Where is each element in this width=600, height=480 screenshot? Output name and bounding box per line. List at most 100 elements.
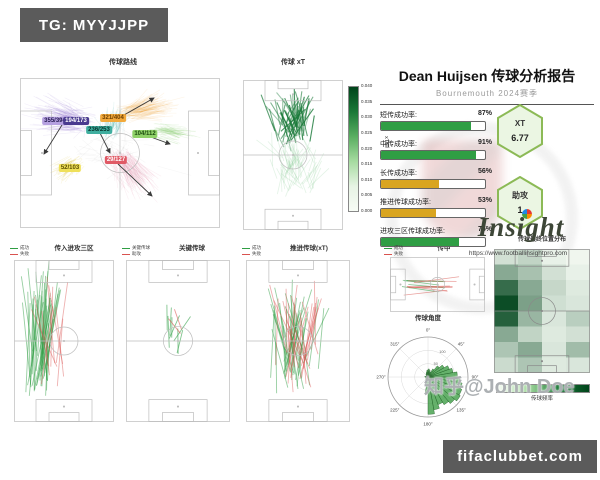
legend-item: 失败 <box>10 251 29 257</box>
legend-line-icon <box>242 247 250 249</box>
svg-text:6.77: 6.77 <box>511 133 529 143</box>
pass-angle-title: 传球角度 <box>415 315 441 322</box>
legend-line-icon <box>384 253 392 255</box>
stat-row: 中传成功率: 91% <box>380 139 492 160</box>
final-third-legend: 成功 失败 <box>10 245 29 257</box>
legend-item: 成功 <box>10 245 29 251</box>
svg-text:1: 1 <box>517 205 522 215</box>
heatmap-cell <box>566 326 590 342</box>
final-third-svg <box>14 260 114 422</box>
rose-wedge <box>426 370 429 378</box>
football-icon <box>522 209 532 219</box>
key-passes-title: 关键传球 <box>179 245 205 252</box>
pass-lines-layer <box>149 123 201 145</box>
stat-label: 进攻三区传球成功率: <box>380 228 445 235</box>
panel-pass-routes: 传球路线 355/394 194/173 321/404 236/253 104/112… <box>12 58 234 238</box>
colorbar-tick: 0.020 <box>361 145 373 151</box>
heatmap-cell <box>542 357 566 373</box>
colorbar-tick: 0.015 <box>361 161 373 167</box>
report-divider <box>380 104 594 105</box>
pitch-lines <box>390 257 485 312</box>
pitch-lines <box>126 260 230 422</box>
heatmap-cell <box>518 295 542 311</box>
stat-row: 推进传球成功率: 53% <box>380 197 492 218</box>
heatmap-cell <box>518 357 542 373</box>
angle-label: 135° <box>457 408 467 413</box>
colorbar-tick: 0.000 <box>361 208 373 213</box>
stat-bar-track <box>380 237 486 247</box>
report-hexagons: XT 6.77 助攻 1 <box>496 104 544 230</box>
heatmap-cell <box>494 295 518 311</box>
stat-label: 长传成功率: <box>380 170 417 177</box>
legend-line-icon <box>122 253 130 255</box>
cluster-label: 194/173 <box>63 117 89 125</box>
angle-label: 270° <box>376 375 386 380</box>
stat-value: 87% <box>477 110 492 117</box>
cluster-label: 321/404 <box>100 114 126 122</box>
heatmap-cell <box>494 342 518 358</box>
panel-crosses: 成功 失败 传中 <box>382 244 490 316</box>
stat-value: 56% <box>477 168 492 175</box>
heatmap-cell <box>542 326 566 342</box>
final-third-title: 传入进攻三区 <box>54 245 94 252</box>
pass-lines-layer <box>269 280 322 393</box>
legend-item: 成功 <box>242 245 261 251</box>
report-stats: 短传成功率: 87% 中传成功率: 91% 长传成功率: 56% 推进传球成功率: 53% 进攻… <box>380 110 492 255</box>
panel-pass-angle: 传球角度 0° 45° 90° 135° 180° 225° 270° 315° 50 100 <box>366 314 490 432</box>
legend-item: 关键传球 <box>122 245 150 251</box>
legend-line-icon <box>10 253 18 255</box>
pass-lines-layer <box>256 130 330 197</box>
heatmap-cell <box>566 311 590 327</box>
heatmap-cell <box>494 264 518 280</box>
legend-item: 失败 <box>242 251 261 257</box>
pass-angle-svg: 0° 45° 90° 135° 180° 225° 270° 315° 50 100 <box>376 328 479 427</box>
cluster-label: 104/112 <box>132 130 158 138</box>
heatmap-cell <box>494 249 518 265</box>
radial-label: 100 <box>439 350 445 354</box>
hexagon-badge: XT 6.77 <box>497 104 543 158</box>
heatmap-cell <box>542 249 566 265</box>
key-passes-legend: 关键传球 助攻 <box>122 245 150 257</box>
colorbar-tick: 0.030 <box>361 114 373 120</box>
report-title: Dean Huijsen 传球分析报告 <box>398 68 576 84</box>
insight-logo: Insight <box>446 209 596 243</box>
svg-text:助攻: 助攻 <box>512 190 529 200</box>
angle-label: 180° <box>423 422 433 427</box>
colorbar-tick: 0.040 <box>361 83 373 88</box>
cluster-label: 236/253 <box>86 126 112 134</box>
heatmap-cell <box>518 311 542 327</box>
angle-label: 315° <box>390 341 400 346</box>
crosses-title: 传中 <box>437 245 451 252</box>
radial-label: 50 <box>434 362 438 366</box>
cluster-label: 355/394 <box>42 117 68 125</box>
insight-url: https://www.footballinsightpro.com <box>468 250 568 257</box>
crosses-legend: 成功 失败 <box>384 245 403 257</box>
legend-line-icon <box>122 247 130 249</box>
stat-bar-track <box>380 150 486 160</box>
heatmap-cell <box>542 264 566 280</box>
heatmap-cell <box>542 280 566 296</box>
angle-label: 90° <box>472 375 479 380</box>
heatmap-cell <box>542 295 566 311</box>
crosses-svg <box>390 257 485 312</box>
heatmap-svg <box>494 249 590 373</box>
pass-lines-layer <box>260 88 315 152</box>
stat-value: 53% <box>477 197 492 204</box>
heatmap-cell <box>566 249 590 265</box>
stat-bar-fill <box>381 180 440 188</box>
site-badge: fifaclubbet.com <box>443 440 597 473</box>
zhihu-watermark: 知乎@John Doe <box>424 376 575 398</box>
heatmap-cell <box>494 326 518 342</box>
cluster-label: 29/127 <box>104 156 128 164</box>
stat-row: 进攻三区传球成功率: 75% <box>380 226 492 247</box>
heatmap-colorbar-label: 传球频率 <box>530 396 553 402</box>
report-subtitle: Bournemouth 2024赛季 <box>435 89 539 98</box>
pitch-lines <box>243 80 343 230</box>
stat-bar-fill <box>381 151 476 159</box>
heatmap-cell <box>518 342 542 358</box>
heatmap-cell <box>494 357 518 373</box>
legend-item: 助攻 <box>122 251 150 257</box>
stat-bar-track <box>380 179 486 189</box>
stat-row: 长传成功率: 56% <box>380 168 492 189</box>
pass-lines-layer <box>403 276 460 296</box>
